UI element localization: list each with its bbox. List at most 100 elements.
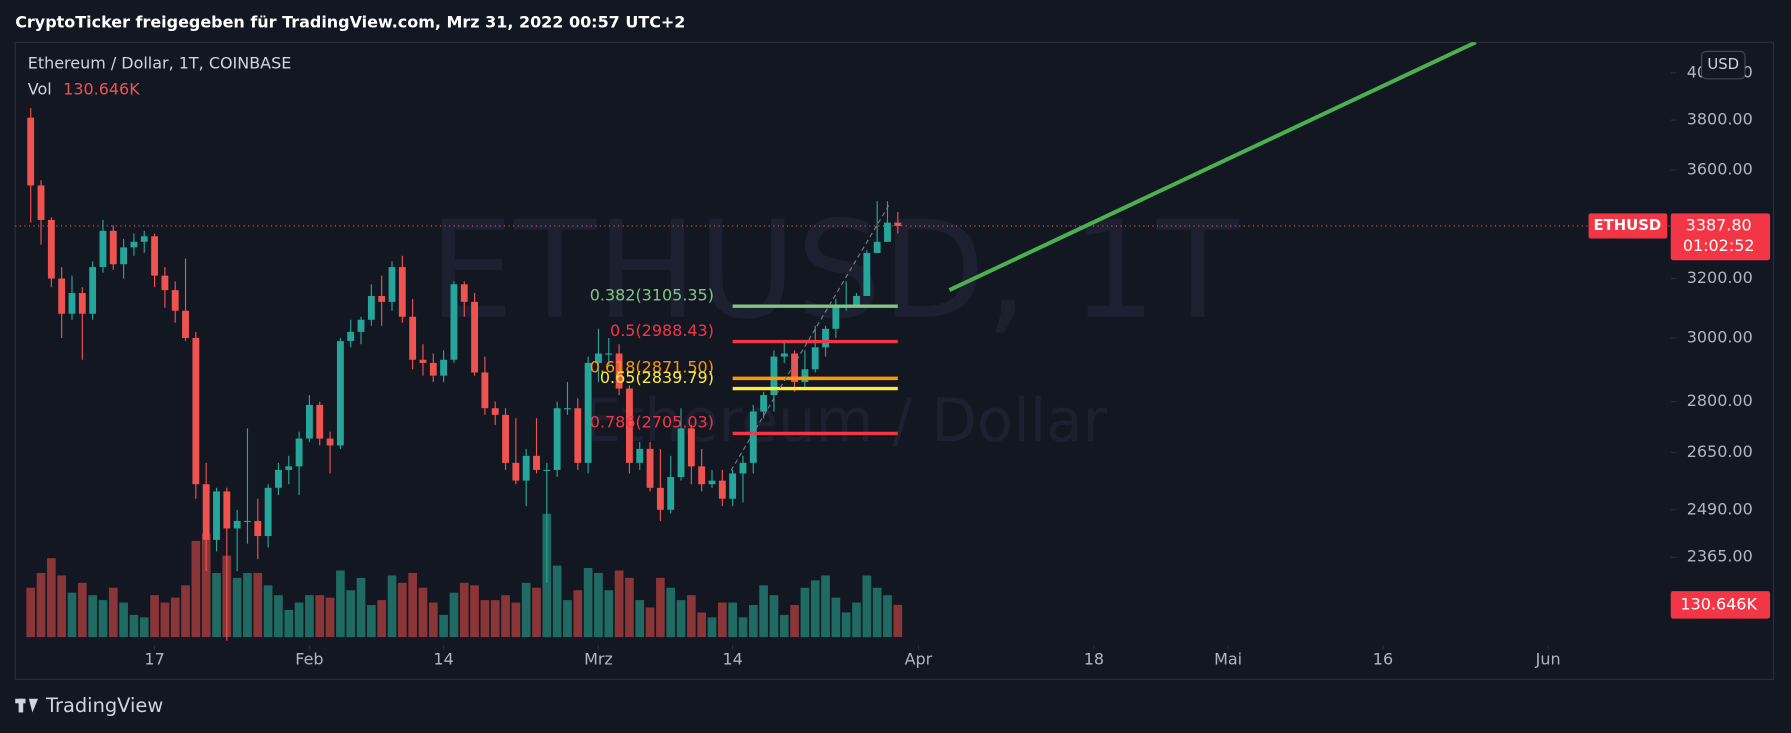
volume-bar xyxy=(862,575,872,638)
logo xyxy=(15,698,39,713)
price-badge xyxy=(1670,213,1771,261)
volume-bar xyxy=(47,558,56,638)
volume-bar xyxy=(325,597,335,638)
candle-body xyxy=(161,275,169,291)
volume-bar xyxy=(573,590,583,638)
candle-body xyxy=(37,185,45,220)
candle-body xyxy=(27,117,35,186)
candle-body xyxy=(140,236,148,242)
volume-bar xyxy=(108,587,118,638)
currency[interactable]: USD xyxy=(1707,56,1739,73)
volume-bar xyxy=(552,565,562,638)
candle-body xyxy=(326,438,334,446)
candle-body xyxy=(760,395,768,412)
volume-bar xyxy=(790,605,799,638)
candle-body xyxy=(275,469,282,488)
x-tick-label: 18 xyxy=(1084,649,1104,668)
volume-bar xyxy=(243,572,252,638)
volume-bar xyxy=(810,580,820,638)
volume-legend-value: 130.646K xyxy=(63,80,140,99)
volume-bar xyxy=(656,577,665,638)
volume-bar xyxy=(67,592,77,638)
volume-bar xyxy=(77,582,87,638)
candle-body xyxy=(605,353,613,355)
candle-body xyxy=(894,222,902,226)
volume-bar xyxy=(129,614,139,638)
volume-bar xyxy=(625,577,634,638)
volume-bar xyxy=(821,575,830,638)
x-tick-label: Mrz xyxy=(584,649,613,668)
volume-bar xyxy=(490,600,500,638)
volume-bar xyxy=(604,590,614,638)
candle-body xyxy=(109,230,117,265)
volume-bar xyxy=(532,587,541,638)
candle-body xyxy=(89,267,97,314)
candle-body xyxy=(512,462,520,481)
candle-body xyxy=(502,414,509,463)
fib-label: 0.618(2871.50) xyxy=(590,358,714,377)
candle-body xyxy=(646,448,654,488)
candle-body xyxy=(367,295,375,320)
candle-body xyxy=(295,438,303,467)
volume-bar xyxy=(150,595,159,638)
volume-badge-label: 130.646K xyxy=(1680,594,1757,613)
x-tick-label: Feb xyxy=(295,649,323,668)
candle-body xyxy=(120,247,128,265)
volume-bar xyxy=(831,597,841,638)
candle-body xyxy=(656,487,664,510)
candle-body xyxy=(305,404,313,439)
volume-bar xyxy=(88,595,97,638)
volume-bar xyxy=(759,585,768,638)
volume-bar xyxy=(501,595,510,638)
volume-bar xyxy=(294,602,304,638)
candle-body xyxy=(429,362,437,376)
volume-bar xyxy=(139,617,149,638)
candle-body xyxy=(708,480,716,485)
volume-bar xyxy=(418,587,428,638)
watermark-sub: Ethereum / Dollar xyxy=(584,387,1108,456)
x-tick-label: 14 xyxy=(433,649,453,668)
candle-body xyxy=(625,388,633,463)
volume-bar xyxy=(635,600,645,638)
volume-bar xyxy=(305,595,314,638)
fib-trend xyxy=(730,205,890,471)
logo-part xyxy=(18,698,24,713)
candle-body xyxy=(264,487,272,537)
volume-bar xyxy=(408,572,417,638)
volume-bar xyxy=(480,600,490,638)
candle-body xyxy=(285,466,293,470)
volume-bar xyxy=(253,572,263,638)
volume-bar xyxy=(201,533,211,638)
price-label: 3387.80 xyxy=(1686,215,1752,234)
candle-body xyxy=(182,310,189,339)
volume-bar xyxy=(893,604,903,638)
volume-bar xyxy=(26,587,36,638)
volume-bar xyxy=(594,572,603,638)
volume-bar xyxy=(119,602,128,638)
x-tick-label: Mai xyxy=(1214,649,1242,668)
candle-body xyxy=(533,455,540,470)
volume-bar xyxy=(439,614,448,638)
volume-bar xyxy=(728,602,737,638)
fib-label: 0.786(2705.03) xyxy=(590,413,714,432)
candle-body xyxy=(450,284,458,360)
fib-label: 0.5(2988.43) xyxy=(610,321,714,340)
candle-body xyxy=(460,284,468,302)
chart-frame xyxy=(14,41,1775,680)
candle-body xyxy=(739,462,747,474)
volume-bar xyxy=(748,605,758,638)
candle-body xyxy=(192,338,200,485)
volume-bar xyxy=(841,612,851,638)
candle-body xyxy=(615,353,623,389)
volume-bar xyxy=(356,577,366,638)
candle-body xyxy=(378,295,386,302)
volume-bar xyxy=(397,582,407,638)
candle-body xyxy=(749,411,757,463)
volume-bar xyxy=(676,600,686,638)
volume-bar xyxy=(346,590,356,638)
countdown: 01:02:52 xyxy=(1683,236,1755,255)
candle-body xyxy=(58,278,66,314)
currency-badge[interactable] xyxy=(1701,50,1746,80)
volume-bar xyxy=(645,607,655,638)
